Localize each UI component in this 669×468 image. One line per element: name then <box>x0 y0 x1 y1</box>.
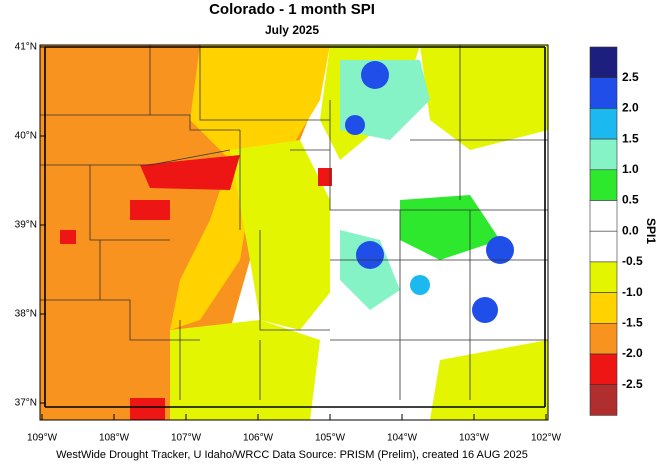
colorbar-bin <box>589 138 618 171</box>
lon-label: 102°W <box>531 433 562 444</box>
lon-label: 108°W <box>99 433 130 444</box>
lon-label: 105°W <box>315 433 346 444</box>
colorbar-label: 1.0 <box>622 162 639 176</box>
subtitle: July 2025 <box>265 23 319 37</box>
lat-label: 40°N <box>15 131 37 142</box>
lon-label: 106°W <box>243 433 274 444</box>
colorbar-label: 0.5 <box>622 193 639 207</box>
lon-label: 107°W <box>171 433 202 444</box>
lon-label: 104°W <box>387 433 418 444</box>
colorbar-bin <box>589 384 618 416</box>
colorbar-bin <box>589 353 618 386</box>
colorbar-label: -2.0 <box>622 346 643 360</box>
lon-label: 109°W <box>27 433 58 444</box>
colorbar-bin <box>589 46 618 79</box>
colorbar-label: 2.0 <box>622 101 639 115</box>
colorbar-label: 2.5 <box>622 70 639 84</box>
county-lines <box>40 45 548 400</box>
colorbar-label: -2.5 <box>622 377 643 391</box>
lat-label: 38°N <box>15 309 37 320</box>
state-border <box>44 46 546 408</box>
colorbar-bin <box>589 108 618 140</box>
legend-title: SPI1 <box>644 218 658 244</box>
colorbar-label: -0.5 <box>622 254 643 268</box>
spi-raster <box>40 45 548 420</box>
colorbar-label: 0.0 <box>622 223 639 237</box>
colorbar-bin <box>589 200 618 232</box>
colorbar-bin <box>589 322 618 355</box>
colorbar-bin <box>589 77 618 109</box>
title: Colorado - 1 month SPI <box>209 1 375 18</box>
lat-label: 39°N <box>15 220 37 231</box>
lat-label: 37°N <box>15 398 37 409</box>
lat-label: 41°N <box>15 42 37 53</box>
footer: WestWide Drought Tracker, U Idaho/WRCC D… <box>56 449 528 461</box>
lon-label: 103°W <box>459 433 490 444</box>
colorbar-label: 1.5 <box>622 131 639 145</box>
colorbar-label: -1.0 <box>622 285 643 299</box>
colorbar-bin <box>589 261 618 293</box>
colorbar-bin <box>589 169 618 201</box>
map-frame <box>39 44 549 421</box>
colorbar-label: -1.5 <box>622 315 643 329</box>
colorbar-bin <box>589 292 618 324</box>
colorbar-bin <box>589 230 618 263</box>
